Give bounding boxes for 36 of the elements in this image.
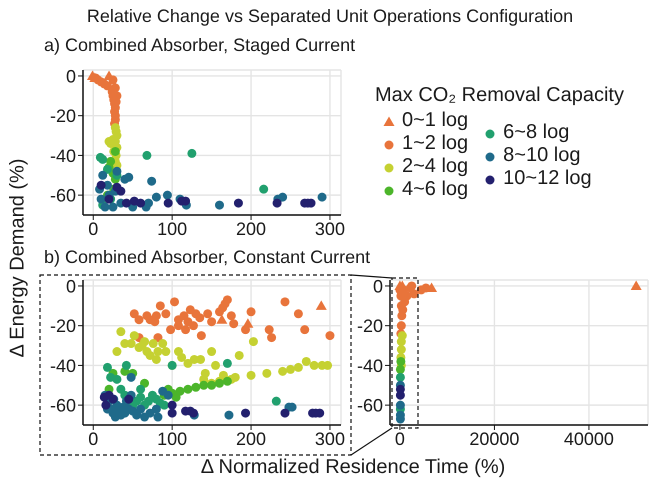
y-tick-label: -60: [356, 396, 383, 416]
y-tick-label: -20: [50, 106, 76, 126]
x-tick-label: 100: [157, 428, 188, 449]
legend-label: 8~10 log: [503, 144, 580, 167]
legend-label: 6~8 log: [503, 121, 570, 144]
legend-label: 10~12 log: [503, 167, 592, 190]
x-tick-label: 200: [236, 218, 266, 239]
legend-title: Max CO₂ Removal Capacity: [375, 84, 624, 107]
y-tick-label: -20: [356, 316, 383, 336]
y-tick-label: -60: [50, 396, 76, 416]
x-tick-label: 300: [314, 428, 345, 449]
x-axis-title: Δ Normalized Residence Time (%): [200, 456, 506, 479]
x-tick-label: 0: [394, 428, 405, 449]
legend-label: 1~2 log: [402, 132, 468, 155]
x-tick-label: 300: [314, 218, 345, 239]
y-tick-label: -20: [50, 316, 76, 336]
y-tick-label: 0: [66, 66, 76, 86]
y-tick-label: -60: [50, 186, 76, 206]
y-tick-label: -40: [356, 356, 383, 376]
x-tick-label: 0: [88, 428, 98, 449]
x-tick-label: 200: [236, 428, 266, 449]
y-tick-label: 0: [66, 276, 76, 296]
x-tick-label: 40000: [564, 428, 614, 449]
y-tick-label: 0: [372, 276, 383, 296]
chart-title: b) Combined Absorber, Constant Current: [44, 247, 370, 268]
chart-title: Relative Change vs Separated Unit Operations Configuration: [86, 6, 574, 27]
legend-label: 2~4 log: [402, 155, 468, 178]
x-tick-label: 0: [88, 218, 98, 239]
legend-label: 0~1 log: [402, 109, 468, 132]
y-tick-label: -40: [50, 356, 76, 376]
y-tick-label: -40: [50, 146, 76, 166]
y-axis-title: Δ Energy Demand (%): [6, 158, 30, 358]
legend-label: 4~6 log: [402, 178, 468, 201]
x-tick-label: 100: [157, 218, 188, 239]
chart-subtitle: a) Combined Absorber, Staged Current: [44, 35, 356, 56]
x-tick-label: 20000: [469, 428, 520, 449]
